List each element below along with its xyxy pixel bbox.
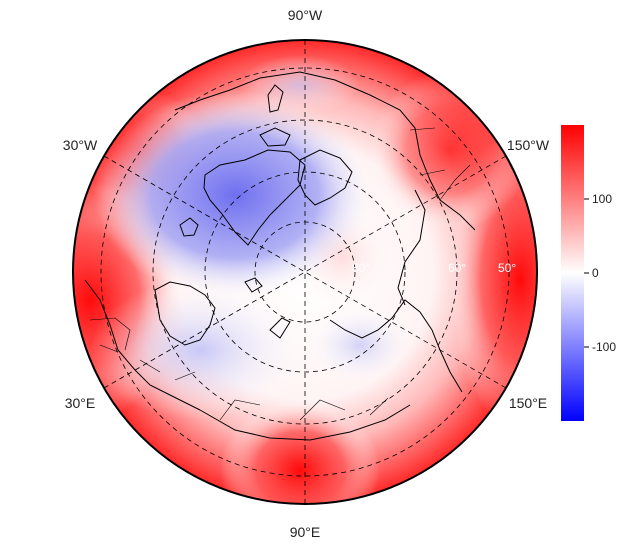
colorbar-tick-label: 100 (592, 192, 612, 206)
lon-label-30w: 30°W (63, 137, 98, 153)
coastlines (84, 71, 476, 441)
anomaly-field (73, 40, 537, 504)
north-america-borders (409, 127, 471, 201)
svalbard (244, 277, 263, 293)
scandinavia-low-center (90, 280, 310, 420)
kara-weak-low (305, 305, 415, 385)
lon-label-150e: 150°E (509, 395, 547, 411)
novaya-zemlya (269, 317, 291, 339)
lat-circle-70 (204, 171, 406, 373)
lon-label-30e: 30°E (65, 395, 96, 411)
lat-circle-50 (100, 67, 510, 477)
colorbar-ticks: 100 0 -100 (584, 192, 616, 354)
lon-label-90w: 90°W (288, 7, 323, 23)
lon-label-150w: 150°W (507, 137, 550, 153)
canadian-archipelago (259, 84, 353, 206)
lon-label-90e: 90°E (290, 524, 321, 540)
scandinavia-coast (154, 281, 216, 346)
colorbar-tick-label: -100 (592, 340, 616, 354)
colorbar: 100 0 -100 (561, 125, 616, 421)
colorbar-gradient (561, 125, 584, 421)
colorbar-tick-label: 0 (592, 266, 599, 280)
north-america-coast (174, 71, 476, 231)
lat-label-80: 80° (352, 261, 370, 275)
europe-coast (84, 279, 201, 411)
alaska-coast (397, 189, 426, 306)
map-border (72, 39, 538, 505)
lat-circle-60 (152, 119, 458, 425)
hudson-weak-low (240, 55, 360, 115)
asia-coast (199, 404, 411, 441)
lat-label-50: 50° (498, 261, 516, 275)
eurasia-borders (89, 317, 389, 421)
graticule (100, 40, 510, 504)
greenland-coast (203, 149, 306, 246)
iceland-coast (179, 217, 199, 237)
lat-label-60: 60° (448, 261, 466, 275)
siberia-high-center (220, 400, 380, 504)
canada-greenland-low-center (95, 90, 375, 300)
siberia-coast (329, 299, 463, 393)
